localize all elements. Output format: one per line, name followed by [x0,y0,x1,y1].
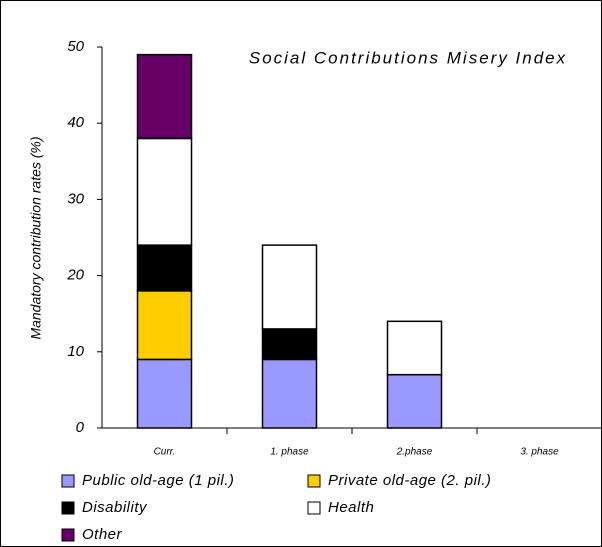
legend-label: Health [328,499,374,516]
y-tick-label: 10 [67,343,84,360]
bar-segment [136,290,193,361]
y-tick-label: 50 [67,38,84,55]
bar-segment [136,244,193,292]
y-tick-label: 30 [67,190,84,207]
bar-segment [386,320,443,376]
y-tick-label: 0 [76,419,85,436]
legend-swatch [307,501,321,515]
bar-segment [136,53,193,140]
bar-segment [261,358,318,429]
legend-label: Private old-age (2. pil.) [328,472,491,489]
x-tick-label: 3. phase [520,447,559,458]
legend-swatch [61,528,75,542]
bar-segment [261,328,318,361]
x-tick-label: 2.phase [396,447,433,458]
chart-title: Social Contributions Misery Index [249,48,567,67]
legend-swatch [61,474,75,488]
legend-label: Public old-age (1 pil.) [82,472,234,489]
legend-swatch [61,501,75,515]
legend-label: Disability [82,499,148,516]
bar-segment [261,244,318,330]
bar-segment [386,373,443,429]
legend-swatch [307,474,321,488]
legend-label: Other [82,526,123,543]
bar-segment [136,137,193,246]
y-tick-label: 20 [66,267,84,284]
bar-segment [136,358,193,429]
x-tick-label: 1. phase [270,447,309,458]
y-axis-label: Mandatory contribution rates (%) [28,136,44,339]
x-tick-label: Curr. [154,447,176,458]
y-tick-label: 40 [67,114,84,131]
